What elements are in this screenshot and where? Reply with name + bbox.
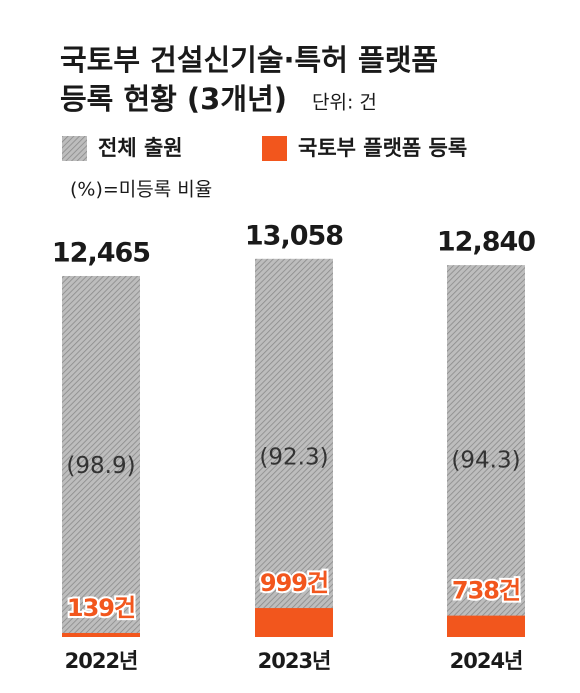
x-tick-label: 2022년 (65, 649, 138, 673)
chart-title: 국토부 건설신기술·특허 플랫폼 (60, 43, 438, 77)
data-label: 12,465 (52, 237, 150, 268)
bar (62, 632, 140, 637)
data-label: 738건 (452, 577, 520, 605)
data-label: 12,840 (437, 227, 535, 258)
ratio-label: (92.3) (259, 444, 328, 470)
bar (62, 275, 140, 637)
x-tick-label: 2024년 (450, 649, 523, 673)
ratio-label: (94.3) (451, 448, 520, 474)
bar (255, 608, 333, 637)
data-label: 139건 (67, 594, 135, 622)
legend-label: 전체 출원 (98, 136, 183, 160)
bar (447, 615, 525, 637)
ratio-label: (98.9) (66, 453, 135, 479)
x-tick-label: 2023년 (258, 649, 331, 673)
data-label: 13,058 (245, 220, 343, 251)
bar (255, 258, 333, 637)
bar (447, 265, 525, 637)
unit-label: 단위: 건 (312, 92, 377, 114)
chart-title: 등록 현황 (3개년) (60, 82, 287, 116)
legend-swatch (262, 136, 287, 161)
legend-swatch (62, 136, 87, 161)
note: (%)=미등록 비율 (70, 179, 212, 201)
legend-label: 국토부 플랫폼 등록 (298, 136, 467, 160)
data-label: 999건 (260, 569, 328, 597)
